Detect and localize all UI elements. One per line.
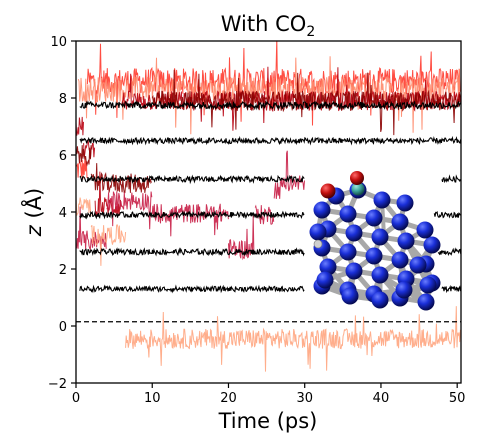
series-line [76, 197, 92, 217]
x-axis-label: Time (ps) [218, 409, 318, 433]
series-line [433, 210, 461, 219]
series-line [90, 163, 153, 194]
x-tick-label: 50 [449, 391, 466, 406]
y-tick-label: 10 [50, 35, 67, 50]
x-tick-label: 20 [220, 391, 237, 406]
series-line [151, 203, 229, 237]
series-line [441, 174, 461, 184]
series-line [76, 145, 92, 167]
series-line [79, 210, 305, 220]
series-line [83, 139, 96, 159]
x-tick-label: 40 [373, 391, 390, 406]
chart-title: With CO2 [221, 12, 315, 40]
series-line [228, 215, 255, 261]
series-line [79, 135, 461, 146]
molecule-inset-image [309, 171, 441, 311]
x-tick-label: 0 [72, 391, 80, 406]
series-line [125, 306, 461, 372]
y-axis-label: z (Å) [20, 188, 46, 237]
series-line [79, 99, 461, 111]
series-line [79, 247, 305, 257]
series-line [441, 284, 461, 294]
series-line [106, 191, 153, 230]
y-tick-label: 8 [59, 92, 67, 107]
x-axis: 0 10 20 30 40 50 [72, 383, 466, 406]
series-line [79, 174, 305, 185]
y-tick-label: 2 [59, 263, 67, 278]
series-line [76, 116, 84, 136]
series-line [90, 224, 127, 266]
series-line [281, 150, 305, 192]
x-tick-label: 30 [296, 391, 313, 406]
series-line [76, 158, 88, 180]
y-tick-label: −2 [48, 377, 67, 392]
y-tick-label: 6 [59, 149, 67, 164]
series-line [273, 178, 283, 199]
series-line [437, 247, 461, 256]
x-tick-label: 10 [144, 391, 161, 406]
y-tick-label: 0 [59, 320, 67, 335]
y-axis: −2 0 2 4 6 8 10 [48, 35, 76, 392]
series-layer [76, 41, 461, 372]
inset-atoms [309, 171, 441, 311]
series-line [79, 284, 305, 294]
series-line [77, 56, 461, 135]
y-tick-label: 4 [59, 206, 67, 221]
